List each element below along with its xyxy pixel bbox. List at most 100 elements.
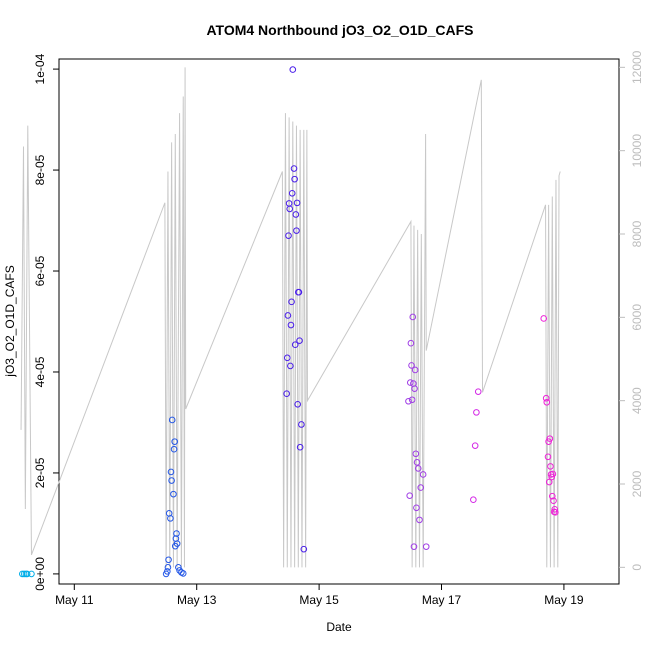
data-point	[20, 570, 28, 578]
data-point	[291, 175, 298, 183]
data-point	[552, 509, 559, 516]
data-point	[164, 564, 172, 571]
y-tick-label: 8e-05	[33, 154, 47, 185]
data-point	[287, 362, 294, 370]
y2-tick-label: 4000	[630, 387, 644, 414]
data-point	[290, 165, 298, 172]
data-point	[547, 463, 554, 470]
data-point	[170, 490, 177, 498]
data-point	[167, 515, 174, 522]
data-point	[175, 564, 182, 571]
data-point	[540, 315, 548, 322]
altitude-line	[20, 67, 561, 568]
x-tick-label: May 15	[299, 593, 339, 607]
data-point	[408, 396, 416, 404]
y2-tick-label: 6000	[630, 304, 644, 331]
data-point	[296, 337, 303, 344]
data-point	[291, 341, 299, 349]
data-point	[296, 443, 304, 451]
data-point	[409, 313, 417, 321]
data-point	[546, 435, 554, 442]
altitude-line-layer	[20, 67, 561, 568]
data-point	[543, 398, 551, 406]
data-point	[473, 409, 480, 416]
data-point	[406, 492, 413, 499]
data-point	[414, 465, 422, 472]
data-point	[550, 497, 557, 505]
data-point	[548, 473, 555, 481]
y2-tick-label: 2000	[630, 470, 644, 497]
data-point	[408, 362, 415, 369]
x-tick-label: May 13	[177, 593, 217, 607]
data-point	[407, 379, 414, 386]
data-point	[407, 339, 415, 347]
y2-tick-label: 0	[630, 564, 644, 571]
data-point	[542, 394, 550, 402]
data-point	[165, 556, 172, 564]
data-point	[548, 492, 556, 500]
data-point	[549, 470, 557, 478]
data-point	[173, 530, 180, 537]
data-point	[545, 438, 552, 445]
data-point	[288, 298, 295, 306]
data-point	[300, 545, 308, 553]
y-tick-label: 4e-05	[33, 356, 47, 387]
data-point	[23, 570, 31, 578]
y-tick-label: 1e-04	[33, 53, 47, 84]
data-point	[283, 390, 290, 397]
y-axis-label: jO3_O2_O1D_CAFS	[3, 265, 17, 377]
data-point	[417, 484, 425, 491]
data-point	[411, 366, 419, 374]
x-axis: May 11 May 13 May 15 May 17 May 19	[55, 584, 584, 607]
data-point	[298, 421, 305, 428]
y2-axis: 0 2000 4000 6000 8000 10000 12000	[619, 50, 644, 571]
data-point	[471, 442, 479, 449]
data-point	[410, 543, 418, 550]
data-point	[419, 471, 427, 478]
data-point	[412, 450, 420, 458]
data-point	[413, 504, 420, 512]
data-point	[295, 288, 303, 296]
x-axis-label: Date	[326, 620, 352, 634]
y-tick-label: 0e+00	[33, 557, 47, 591]
x-tick-label: May 11	[55, 593, 94, 607]
data-point	[179, 570, 187, 577]
data-point	[422, 543, 430, 550]
data-point	[170, 445, 178, 453]
data-point	[293, 227, 300, 234]
chart-title: ATOM4 Northbound jO3_O2_O1D_CAFS	[206, 22, 473, 38]
data-point	[167, 468, 175, 476]
y2-tick-label: 12000	[630, 50, 644, 84]
points-layer	[18, 66, 559, 578]
data-point	[28, 570, 35, 578]
data-point	[470, 496, 477, 503]
data-point	[18, 570, 26, 578]
data-point	[405, 397, 412, 405]
data-point	[293, 199, 301, 207]
data-point	[413, 459, 421, 466]
y2-tick-label: 10000	[630, 134, 644, 168]
data-point	[173, 540, 181, 547]
data-point	[545, 478, 553, 486]
data-point	[411, 385, 418, 392]
data-point	[544, 453, 552, 461]
data-point	[289, 66, 297, 73]
y-tick-label: 6e-05	[33, 255, 47, 286]
data-point	[168, 416, 176, 424]
data-point	[416, 516, 423, 524]
data-point	[171, 438, 178, 445]
data-point	[164, 568, 171, 575]
x-tick-label: May 19	[544, 593, 584, 607]
data-point	[168, 477, 175, 484]
y-axis: 0e+00 2e-05 4e-05 6e-05 8e-05 1e-04	[33, 53, 59, 591]
data-point	[284, 312, 292, 319]
data-point	[551, 505, 559, 513]
plot-frame	[58, 58, 620, 585]
data-point	[285, 232, 292, 239]
data-point	[292, 211, 300, 218]
data-point	[294, 400, 301, 408]
y2-tick-label: 8000	[630, 220, 644, 247]
data-point	[288, 189, 296, 197]
x-tick-label: May 17	[422, 593, 462, 607]
